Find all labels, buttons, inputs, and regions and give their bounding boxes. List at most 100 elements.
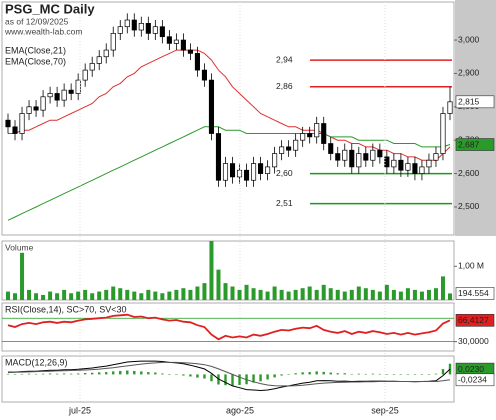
candle-body [180,39,186,51]
candle-body [363,153,369,161]
volume-bar [146,289,151,300]
candle-body [286,146,292,151]
last-value-label: 194.554 [458,288,489,298]
candle-body [370,149,376,161]
volume-bar [272,286,277,300]
candle-body [293,139,299,151]
macd-histogram [55,373,59,375]
volume-bar [321,284,326,300]
candle-body [61,89,67,101]
volume-bar [202,283,207,300]
macd-histogram [161,373,164,375]
candle-body [208,79,215,134]
candle-body [117,26,123,34]
macd-histogram [266,374,269,380]
macd-histogram [76,373,80,375]
macd-histogram [273,374,276,378]
candle-body [131,19,137,31]
volume-bar [293,289,298,300]
volume-bar [412,289,417,300]
candle-body [166,36,172,44]
candle-body [5,119,11,128]
candle-body [194,53,200,71]
candle-body [243,169,250,181]
macd-histogram [105,372,108,375]
candle-body [82,69,88,81]
volume-bar [223,283,228,300]
volume-bar [195,286,200,300]
y-tick-label: 2,600 [458,168,480,178]
last-value-box [455,373,495,387]
volume-bar [97,291,102,300]
volume-bar [307,286,312,300]
macd-histogram [90,372,94,375]
candle-body [159,26,165,38]
volume-bar [41,294,46,300]
macd-histogram [364,373,368,375]
candle-body [377,149,383,158]
volume-bar [230,286,235,300]
last-value-label: 2,815 [458,97,480,107]
panel-frame [1,1,455,236]
macd-histogram [34,373,38,375]
macd-line [7,361,451,387]
macd-histogram [378,373,382,375]
candle-body [138,23,144,31]
macd-histogram [168,374,171,375]
macd-histogram [329,372,332,375]
macd-histogram [203,374,206,379]
macd-histogram [420,374,424,375]
volume-bar [174,289,179,300]
level-label: 2,94 [276,54,293,64]
volume-bar [448,293,452,300]
level-label: 2,51 [276,198,293,208]
candle-body [33,106,39,111]
last-value-box [455,287,495,300]
ema-line [8,49,451,161]
last-value-box [455,314,495,327]
volume-bar [55,293,60,300]
macd-histogram [154,372,157,375]
macd-histogram [147,372,150,375]
panel-title: Volume [5,242,34,252]
volume-bar [209,241,214,300]
rsi-line [7,313,451,341]
candle-body [405,163,411,171]
volume-bar [363,288,368,300]
y-tick-label: 3,000 [458,34,480,44]
candle-body [215,133,222,181]
volume-bar [13,293,18,300]
macd-histogram [301,372,304,375]
panel-frame [1,302,455,352]
candle-body [145,23,151,34]
volume-bar [69,293,74,300]
macd-histogram [182,374,185,376]
macd-histogram [357,373,360,375]
macd-histogram [427,374,431,375]
legend-label: EMA(Close,70) [5,56,66,66]
volume-bar [356,286,361,300]
macd-histogram [434,373,438,375]
macd-histogram [399,374,403,375]
macd-histogram [112,371,115,375]
candle-body [54,93,60,101]
ema-line [7,126,451,221]
volume-bar [62,289,67,300]
panel-title: MACD(12,26,9) [5,357,68,367]
candle-body [419,166,425,174]
candle-body [314,123,320,138]
macd-histogram [252,374,255,383]
candle-body [412,163,418,174]
volume-bar [27,289,32,300]
level-label: 2,60 [276,168,293,178]
y-tick-label: 2,900 [458,68,480,78]
candle-body [300,133,306,141]
last-value-label: -0,0234 [458,375,487,385]
candle-body [110,33,116,51]
volume-bar [335,289,340,300]
macd-histogram [287,374,290,375]
volume-bar [328,288,333,300]
macd-line [8,360,451,392]
volume-bar [76,291,81,300]
